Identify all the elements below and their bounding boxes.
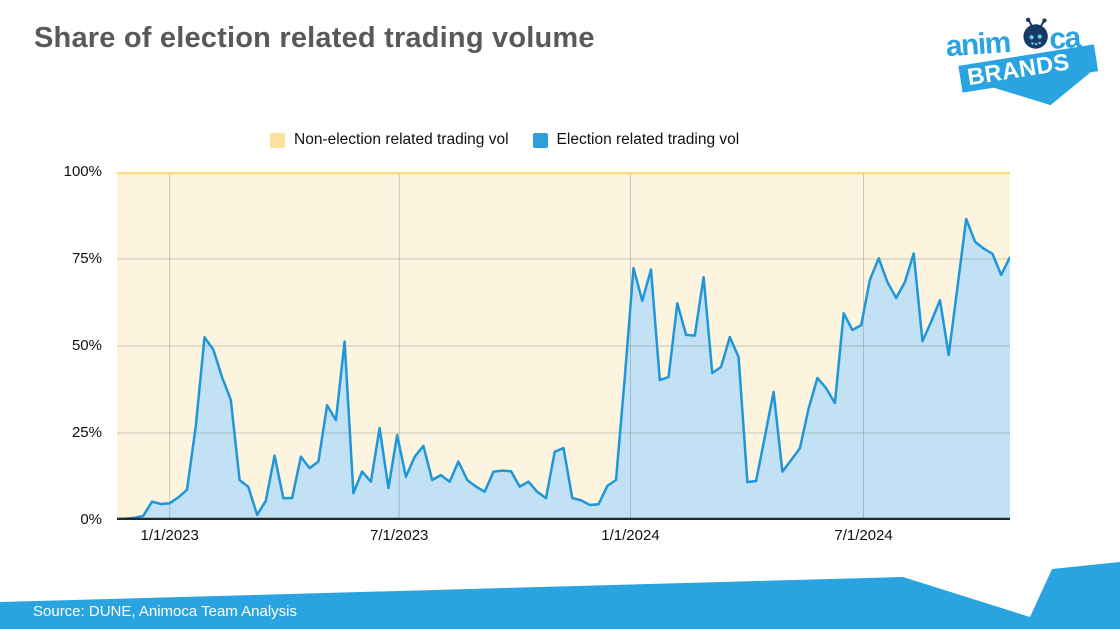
footer-banner-shape	[0, 562, 1120, 629]
x-axis-labels: 1/1/2023 7/1/2023 1/1/2024 7/1/2024	[117, 527, 1010, 549]
x-tick-label: 1/1/2023	[140, 527, 199, 544]
election-line	[116, 217, 1012, 521]
legend-label: Non-election related trading vol	[294, 131, 509, 148]
y-tick-label: 100%	[63, 163, 102, 180]
creature-icon	[1023, 17, 1048, 49]
logo-flag-shape	[980, 72, 1091, 106]
y-tick-label: 0%	[80, 511, 102, 528]
gridlines	[117, 172, 1010, 520]
election-area	[117, 219, 1010, 520]
y-tick-label: 75%	[71, 250, 102, 267]
election-swatch-icon	[532, 132, 548, 148]
y-tick-label: 50%	[71, 337, 102, 354]
non-election-swatch-icon	[270, 132, 285, 148]
y-tick-label: 25%	[71, 424, 102, 441]
chart-legend: Non-election related trading vol Electio…	[270, 131, 739, 149]
legend-item-non-election: Non-election related trading vol	[270, 131, 509, 149]
legend-item-election: Election related trading vol	[532, 131, 740, 149]
plot-area	[116, 171, 1012, 521]
page-title: Share of election related trading volume	[34, 22, 595, 54]
logo-text-anim: anim	[945, 26, 1011, 63]
x-tick-label: 7/1/2023	[369, 527, 429, 544]
legend-label: Election related trading vol	[556, 131, 740, 148]
x-tick-label: 7/1/2024	[834, 527, 893, 544]
animoca-brands-logo: anim ca BRANDS	[945, 17, 1099, 106]
source-text: Source: DUNE, Animoca Team Analysis	[33, 603, 298, 620]
x-tick-label: 1/1/2024	[601, 527, 660, 544]
y-axis-labels: 100% 75% 50% 25% 0%	[0, 0, 108, 629]
